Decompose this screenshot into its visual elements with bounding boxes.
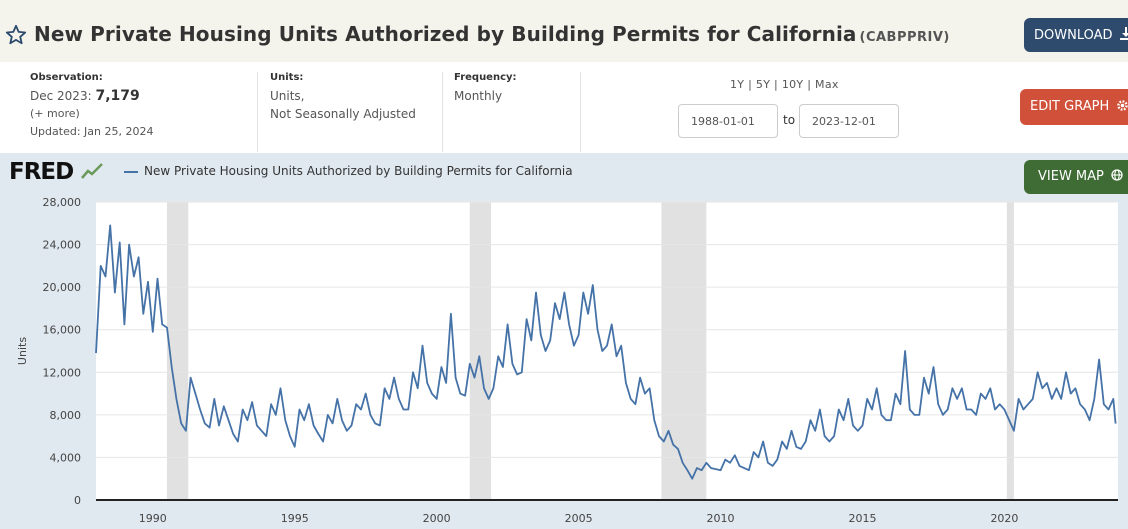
divider bbox=[257, 72, 258, 152]
x-tick-label: 2000 bbox=[423, 512, 451, 525]
x-tick-label: 1995 bbox=[281, 512, 309, 525]
updated-text: Updated: Jan 25, 2024 bbox=[30, 125, 154, 138]
download-icon bbox=[1119, 27, 1128, 40]
recession-band bbox=[661, 202, 707, 500]
range-options[interactable]: 1Y | 5Y | 10Y | Max bbox=[730, 78, 839, 91]
download-label: DOWNLOAD bbox=[1034, 28, 1113, 43]
frequency-label: Frequency: bbox=[454, 72, 517, 83]
view-map-label: VIEW MAP bbox=[1038, 169, 1104, 184]
start-date-input[interactable]: 1988-01-01 bbox=[678, 104, 778, 138]
end-date-input[interactable]: 2023-12-01 bbox=[799, 104, 899, 138]
x-tick-label: 2010 bbox=[707, 512, 735, 525]
y-tick-label: 4,000 bbox=[50, 451, 82, 464]
legend: New Private Housing Units Authorized by … bbox=[124, 164, 573, 178]
legend-label: New Private Housing Units Authorized by … bbox=[144, 164, 573, 178]
observation-block: Observation: Dec 2023: 7,179 (+ more) Up… bbox=[30, 72, 153, 141]
units-line2: Not Seasonally Adjusted bbox=[270, 107, 416, 121]
observation-line: Dec 2023: 7,179 bbox=[30, 87, 153, 105]
recession-band bbox=[1006, 202, 1014, 500]
more-link[interactable]: (+ more) bbox=[30, 107, 80, 120]
y-tick-label: 28,000 bbox=[43, 196, 82, 209]
globe-icon bbox=[1111, 169, 1123, 181]
chart-trend-icon bbox=[80, 161, 105, 181]
observation-label: Observation: bbox=[30, 72, 103, 83]
plot-background bbox=[96, 202, 1118, 500]
frequency-value: Monthly bbox=[454, 89, 503, 103]
star-icon[interactable] bbox=[5, 24, 27, 46]
recession-band bbox=[469, 202, 492, 500]
to-label: to bbox=[783, 113, 796, 127]
y-tick-label: 12,000 bbox=[43, 366, 82, 379]
observation-value: 7,179 bbox=[95, 88, 140, 104]
observation-date: Dec 2023: bbox=[30, 89, 92, 103]
units-block: Units: Units, Not Seasonally Adjusted bbox=[270, 72, 416, 123]
legend-swatch bbox=[124, 170, 138, 173]
y-axis-label: Units bbox=[16, 337, 29, 365]
x-tick-label: 2020 bbox=[990, 512, 1018, 525]
edit-graph-button[interactable]: EDIT GRAPH bbox=[1020, 89, 1128, 125]
series-id: (CABPPRIV) bbox=[859, 30, 950, 45]
y-tick-label: 24,000 bbox=[43, 239, 82, 252]
fred-logo-text: FRED bbox=[9, 159, 74, 185]
view-map-button[interactable]: VIEW MAP bbox=[1024, 160, 1128, 194]
divider bbox=[442, 72, 443, 152]
title-bar: New Private Housing Units Authorized by … bbox=[0, 0, 1128, 62]
units-label: Units: bbox=[270, 72, 304, 83]
download-button[interactable]: DOWNLOAD bbox=[1024, 18, 1128, 52]
y-tick-label: 0 bbox=[74, 494, 81, 507]
x-tick-label: 2015 bbox=[849, 512, 877, 525]
frequency-block: Frequency: Monthly bbox=[454, 72, 517, 105]
fred-logo: FRED bbox=[9, 159, 105, 185]
x-tick-label: 2005 bbox=[565, 512, 593, 525]
series-title: New Private Housing Units Authorized by … bbox=[34, 22, 950, 46]
y-tick-label: 20,000 bbox=[43, 281, 82, 294]
y-tick-label: 16,000 bbox=[43, 324, 82, 337]
units-line1: Units, bbox=[270, 89, 305, 103]
edit-graph-label: EDIT GRAPH bbox=[1030, 99, 1110, 114]
series-line[interactable] bbox=[95, 224, 1117, 480]
x-tick-label: 1990 bbox=[139, 512, 167, 525]
y-tick-label: 8,000 bbox=[50, 409, 82, 422]
series-title-text: New Private Housing Units Authorized by … bbox=[34, 22, 857, 46]
divider bbox=[580, 72, 581, 152]
gear-icon bbox=[1117, 100, 1128, 111]
